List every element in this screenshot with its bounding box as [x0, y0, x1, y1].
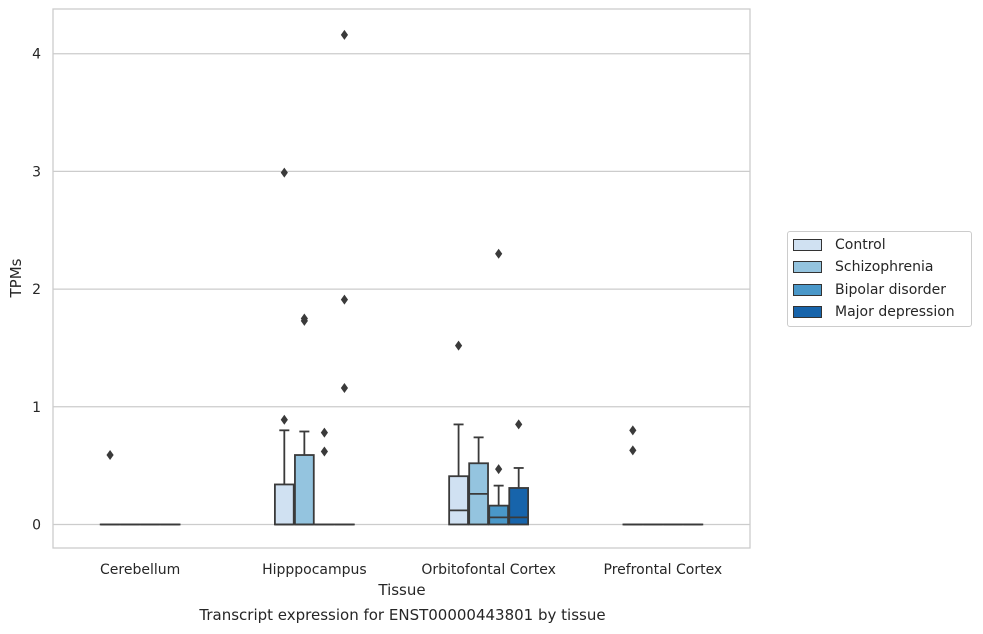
y-tick-label: 0: [32, 517, 41, 533]
legend-item-schizophrenia: Schizophrenia: [793, 257, 933, 277]
box-schizophrenia-1: [294, 313, 315, 526]
y-tick-label: 2: [32, 282, 41, 298]
outlier-point: [340, 294, 349, 305]
box-control-1: [273, 167, 295, 526]
outlier-point: [280, 414, 288, 425]
x-axis-label: Tissue: [377, 581, 425, 599]
outlier-point: [320, 446, 328, 457]
outlier-point: [495, 464, 503, 475]
outlier-point: [629, 425, 637, 436]
box-control-2: [448, 340, 469, 526]
outlier-point: [280, 167, 288, 178]
box-major-depression-1: [334, 29, 355, 526]
legend-swatch-schizophrenia: [793, 261, 822, 273]
legend-item-control: Control: [793, 235, 886, 255]
outlier-point: [340, 382, 349, 393]
x-tick-label: Prefrontal Cortex: [604, 562, 723, 578]
legend-label-major-depression: Major depression: [835, 304, 955, 320]
x-tick-label: Cerebellum: [100, 562, 180, 578]
legend-item-bipolar-disorder: Bipolar disorder: [793, 280, 946, 300]
outlier-point: [454, 340, 463, 351]
plot-boxes: [99, 29, 704, 526]
outlier-point: [629, 445, 637, 456]
y-axis-label: TPMs: [7, 258, 25, 298]
y-tick-label: 3: [32, 164, 41, 180]
outlier-point: [340, 29, 349, 40]
box-control-0: [99, 450, 121, 526]
legend-swatch-bipolar-disorder: [793, 284, 822, 296]
y-tick-label: 1: [32, 400, 41, 416]
outlier-point: [495, 248, 503, 259]
box-bipolar-disorder-1: [314, 427, 335, 526]
legend-swatch-control: [793, 239, 822, 251]
legend-swatch-major-depression: [793, 306, 822, 318]
outlier-point: [300, 313, 308, 324]
legend: Control Schizophrenia Bipolar disorder M…: [787, 231, 972, 327]
box-major-depression-2: [508, 419, 530, 526]
x-tick-label: Hipppocampus: [262, 562, 367, 578]
box-bipolar-disorder-2: [488, 248, 509, 526]
legend-label-control: Control: [835, 237, 886, 253]
outlier-point: [320, 427, 328, 438]
chart-caption: Transcript expression for ENST0000044380…: [199, 606, 606, 624]
x-tick-label: Orbitofontal Cortex: [421, 562, 556, 578]
box-schizophrenia-2: [468, 436, 489, 526]
legend-label-bipolar-disorder: Bipolar disorder: [835, 282, 947, 298]
outlier-point: [515, 419, 523, 430]
grid-lines: [53, 53, 750, 526]
legend-label-schizophrenia: Schizophrenia: [835, 259, 934, 275]
x-tick-labels: Cerebellum Hipppocampus Orbitofontal Corte…: [100, 562, 722, 578]
outlier-point: [106, 450, 114, 461]
legend-item-major-depression: Major depression: [793, 302, 955, 322]
y-tick-label: 4: [32, 47, 41, 63]
y-tick-labels: 0 1 2 3 4: [32, 47, 41, 534]
box-control-3: [622, 425, 644, 526]
plot-area-frame: [52, 8, 751, 549]
